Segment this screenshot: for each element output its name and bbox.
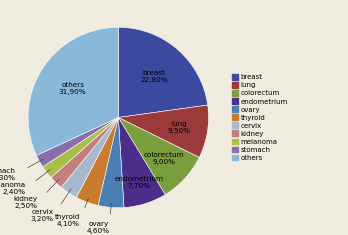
Text: colorectum
9,00%: colorectum 9,00% (143, 153, 184, 165)
Legend: breast, lung, colorectum, endometrium, ovary, thyroid, cervix, kidney, melanoma,: breast, lung, colorectum, endometrium, o… (231, 73, 289, 162)
Wedge shape (37, 118, 118, 167)
Text: ovary
4,60%: ovary 4,60% (86, 221, 109, 234)
Wedge shape (98, 118, 124, 208)
Text: stomach
2,30%: stomach 2,30% (0, 168, 16, 181)
Text: thyroid
4,10%: thyroid 4,10% (55, 214, 80, 227)
Text: endometrium
7,70%: endometrium 7,70% (114, 176, 163, 188)
Wedge shape (43, 118, 118, 178)
Wedge shape (51, 118, 118, 187)
Wedge shape (28, 27, 118, 155)
Text: breast
22,80%: breast 22,80% (140, 70, 168, 83)
Wedge shape (118, 27, 208, 118)
Text: kidney
2,50%: kidney 2,50% (13, 196, 37, 209)
Wedge shape (118, 105, 208, 157)
Text: melanoma
2,40%: melanoma 2,40% (0, 182, 25, 195)
Text: lung
9,50%: lung 9,50% (167, 121, 190, 134)
Wedge shape (61, 118, 118, 197)
Wedge shape (76, 118, 118, 205)
Text: others
31,90%: others 31,90% (59, 82, 87, 95)
Text: cervix
3,20%: cervix 3,20% (31, 209, 54, 222)
Wedge shape (118, 118, 165, 208)
Wedge shape (118, 118, 199, 195)
